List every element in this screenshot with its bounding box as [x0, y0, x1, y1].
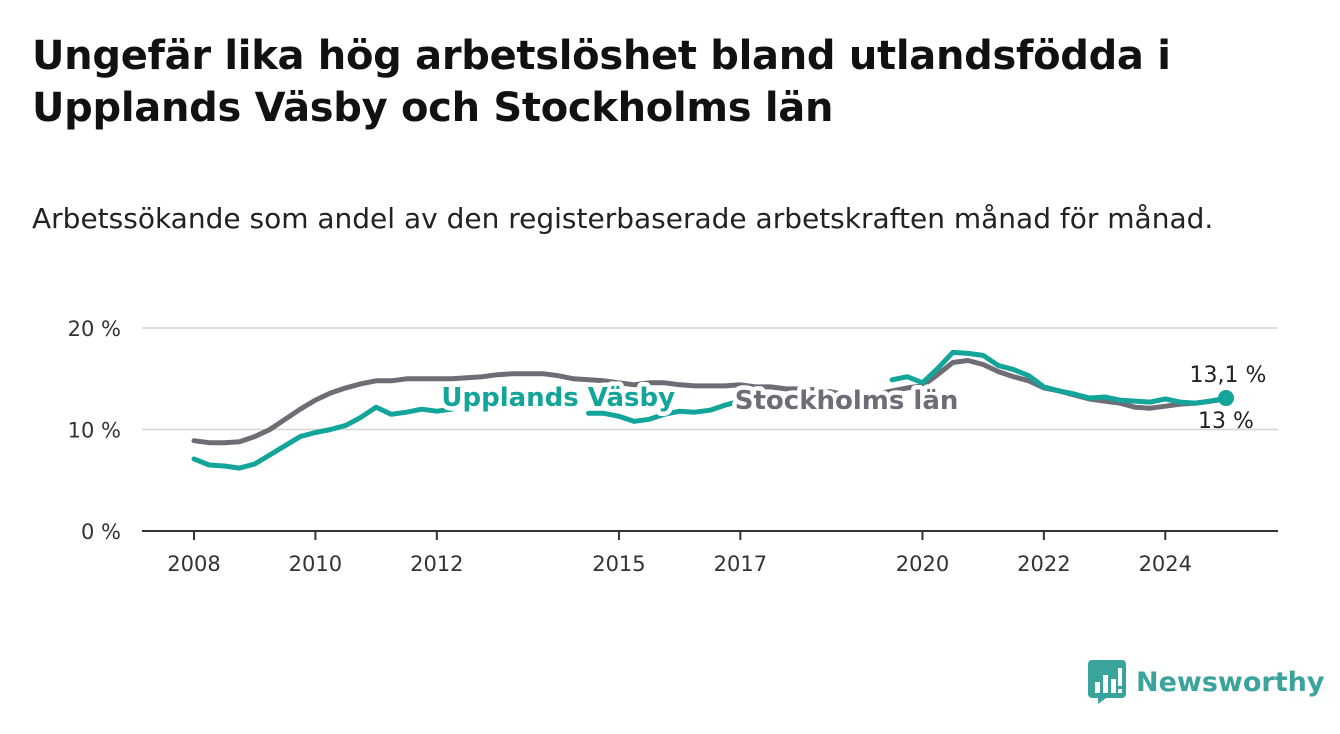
chart-title: Ungefär lika hög arbetslöshet bland utla…	[32, 33, 1171, 131]
x-tick-label: 2020	[896, 552, 949, 576]
newsworthy-brand: Newsworthy	[1088, 660, 1324, 704]
series-label: Upplands Väsby	[441, 383, 675, 413]
end-point-marker	[1218, 390, 1234, 407]
brand-name: Newsworthy	[1136, 666, 1325, 698]
end-value-label: 13,1 %	[1190, 363, 1267, 388]
x-tick-label: 2012	[410, 552, 463, 576]
x-tick-label: 2008	[167, 552, 220, 576]
end-value-label: 13 %	[1198, 409, 1254, 434]
x-tick-label: 2017	[714, 552, 767, 576]
series-line-upplands-vasby	[586, 398, 774, 424]
x-tick-label: 2010	[289, 552, 342, 576]
series-label-halo: Upplands Väsby	[441, 383, 675, 413]
x-tick-label: 2024	[1139, 552, 1192, 576]
series-line-upplands-vasby	[889, 349, 1229, 406]
series-line-upplands-vasby	[191, 404, 455, 471]
series-label-halo: Stockholms län	[735, 386, 959, 416]
y-tick-label: 0 %	[81, 520, 121, 544]
newsworthy-logo-icon	[1088, 660, 1126, 704]
y-tick-label: 20 %	[68, 317, 121, 341]
x-tick-label: 2015	[592, 552, 645, 576]
y-tick-label: 10 %	[68, 419, 121, 443]
series-line-stockholms-lan	[191, 358, 1229, 446]
line-chart: 0 % 10 % 20 % 2008 2010 2012 2015 2017 2020 2022 2…	[68, 317, 1278, 576]
series-label: Stockholms län	[735, 386, 959, 416]
x-tick-label: 2022	[1017, 552, 1070, 576]
chart-subtitle: Arbetssökande som andel av den registerb…	[32, 202, 1214, 235]
